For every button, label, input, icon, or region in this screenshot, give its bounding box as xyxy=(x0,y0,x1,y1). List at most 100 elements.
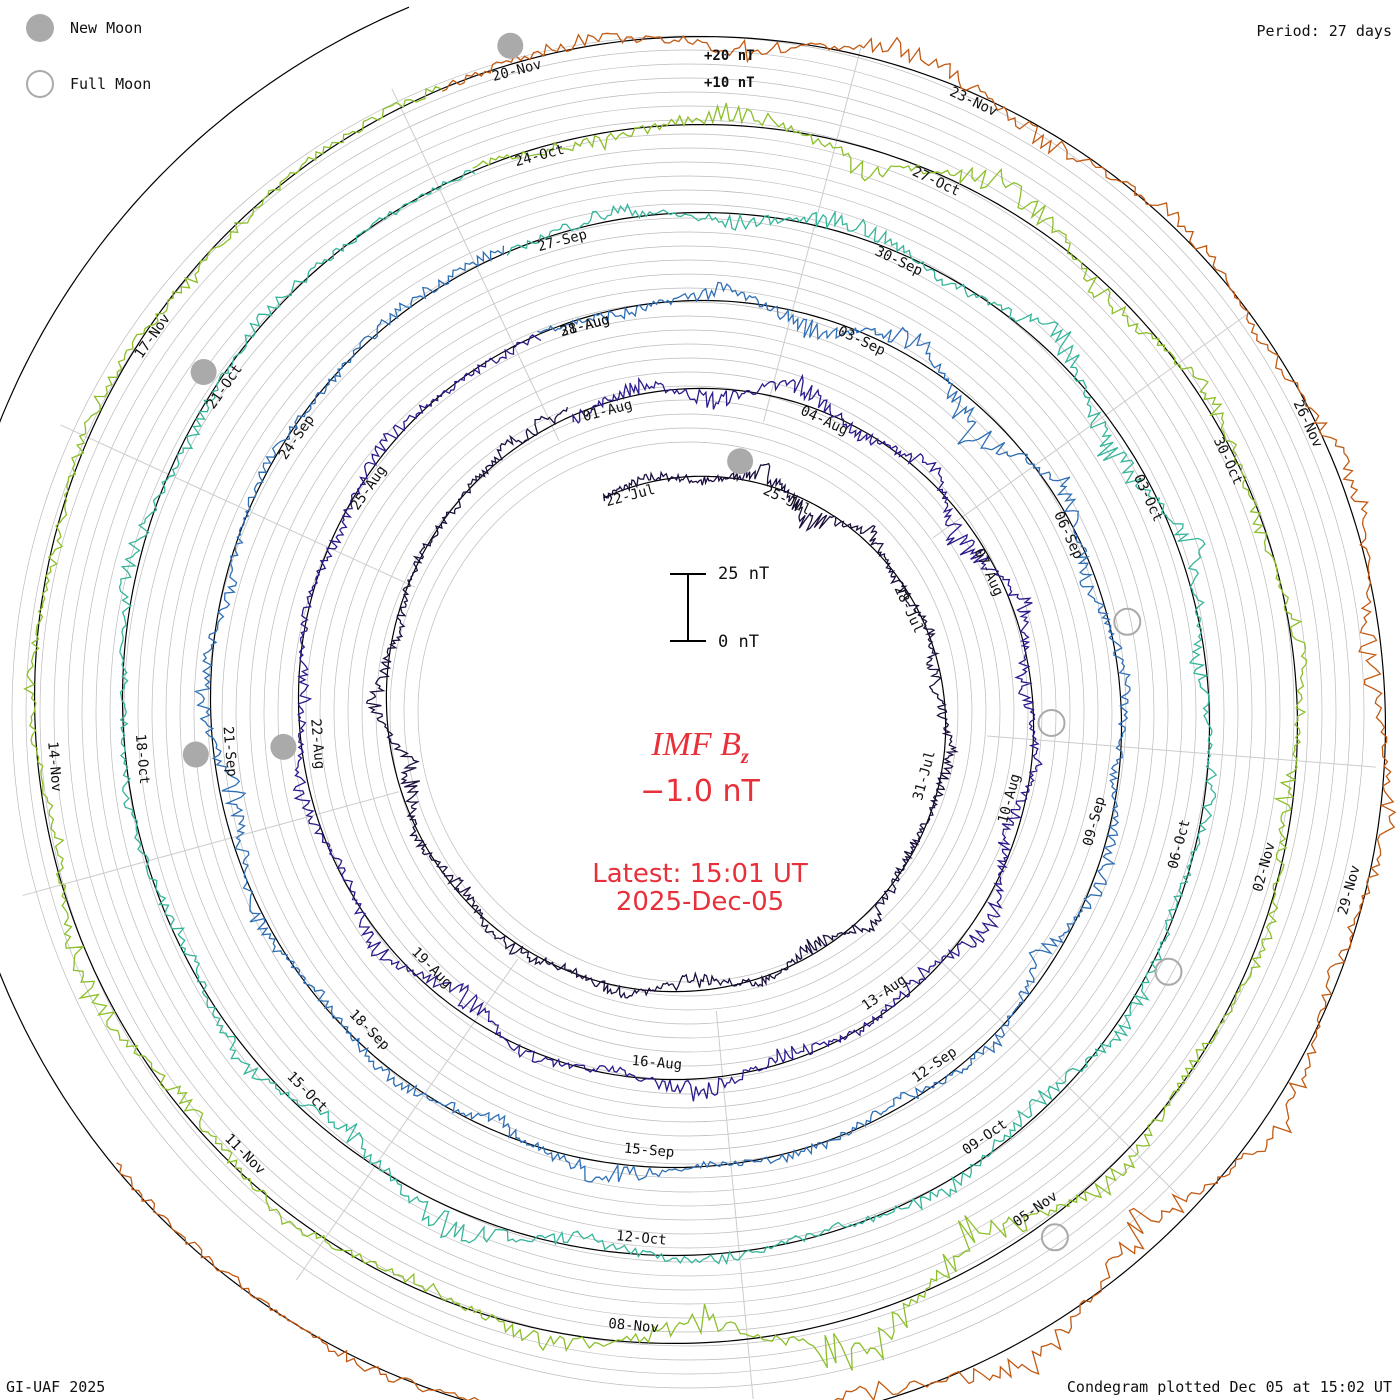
grid-ring xyxy=(179,203,1197,1221)
date-tick-label: 20-Nov xyxy=(490,57,543,85)
period-label: Period: 27 days xyxy=(1256,22,1392,40)
grid-ring xyxy=(53,77,1323,1347)
grid-ring xyxy=(11,35,1365,1389)
date-tick-label: 22-Aug xyxy=(307,718,327,770)
grid-ring xyxy=(389,413,987,1011)
grid-ring xyxy=(109,133,1267,1291)
series-trace xyxy=(23,85,1308,1371)
grid-spoke xyxy=(22,791,399,896)
full-moon-marker xyxy=(1113,607,1142,636)
grid-spoke xyxy=(901,922,1180,1197)
new-moon-marker xyxy=(190,359,217,385)
footer-credit: GI-UAF 2025 xyxy=(6,1378,106,1396)
latest-time: Latest: 15:01 UT xyxy=(592,859,808,889)
full-moon-marker xyxy=(1037,709,1066,737)
date-tick-label: 19-Aug xyxy=(408,944,455,991)
grid-ring xyxy=(235,259,1141,1165)
date-tick-label: 04-Aug xyxy=(798,403,851,439)
full-moon-marker xyxy=(1040,1223,1069,1252)
grid-ring xyxy=(25,49,1351,1375)
date-tick-label: 11-Nov xyxy=(221,1131,268,1178)
series-trace xyxy=(292,334,1043,1102)
grid-ring xyxy=(263,287,1113,1137)
grid-ring xyxy=(165,189,1211,1235)
footer-plotted: Condegram plotted Dec 05 at 15:02 UT xyxy=(1066,1378,1392,1396)
date-tick-label: 12-Oct xyxy=(615,1228,667,1248)
new-moon-marker xyxy=(270,733,297,760)
date-tick-label: 08-Nov xyxy=(608,1316,660,1336)
date-tick-label: 22-Jul xyxy=(604,482,657,510)
legend-new-moon-label: New Moon xyxy=(70,19,143,37)
date-tick-label: 16-Aug xyxy=(631,1053,683,1073)
spiral-baseline xyxy=(0,6,1386,1400)
date-tick-label: 06-Sep xyxy=(1050,509,1086,562)
date-tick-label: 26-Nov xyxy=(1290,398,1326,451)
scale-bar xyxy=(670,573,706,642)
date-tick-label: 03-Sep xyxy=(835,323,888,359)
full-moon-icon xyxy=(26,70,54,98)
date-tick-label: 30-Oct xyxy=(1210,435,1246,488)
grid-ring xyxy=(221,245,1155,1179)
grid-ring xyxy=(137,161,1239,1263)
date-tick-label: 01-Aug xyxy=(581,397,634,425)
grid-ring xyxy=(291,315,1085,1109)
grid-layer xyxy=(0,6,1386,1400)
grid-spoke xyxy=(987,735,1376,768)
series-trace xyxy=(193,245,1131,1184)
date-tick-label: 24-Oct xyxy=(513,142,566,170)
current-value: −1.0 nT xyxy=(640,774,760,809)
date-tick-label: 27-Sep xyxy=(536,227,589,255)
grid-ring xyxy=(347,371,1029,1053)
moon-marker-layer xyxy=(182,32,1183,1252)
latest-date: 2025-Dec-05 xyxy=(615,887,785,917)
date-tick-label: 21-Sep xyxy=(219,726,239,778)
grid-spoke xyxy=(763,44,863,422)
grid-ring xyxy=(375,399,1001,1025)
grid-ring xyxy=(277,301,1099,1123)
date-tick-label: 25-Aug xyxy=(348,463,390,514)
grid-ring xyxy=(361,385,1015,1039)
date-tick-label: 15-Sep xyxy=(623,1141,675,1161)
new-moon-icon xyxy=(26,14,54,42)
series-trace xyxy=(118,169,1218,1266)
scale-bar-top-label: 25 nT xyxy=(718,564,770,584)
grid-ring xyxy=(207,231,1169,1193)
grid-spoke xyxy=(60,424,416,588)
series-trace xyxy=(365,406,959,999)
grid-ring xyxy=(305,329,1071,1095)
date-tick-label: 14-Nov xyxy=(44,741,64,793)
grid-ring xyxy=(123,147,1253,1277)
date-tick-label: 31-Aug xyxy=(558,312,611,340)
ring-scale-label-outer: +20 nT xyxy=(704,48,755,64)
grid-ring xyxy=(403,427,973,997)
date-tick-label: 30-Sep xyxy=(872,244,925,280)
grid-ring xyxy=(249,273,1127,1151)
grid-ring xyxy=(193,217,1183,1207)
date-tick-label: 18-Oct xyxy=(132,733,152,785)
new-moon-marker xyxy=(182,741,209,768)
date-tick-label: 28-Jul xyxy=(891,583,927,636)
date-tick-label: 03-Oct xyxy=(1130,472,1166,525)
date-tick-label: 27-Oct xyxy=(910,164,963,200)
parameter-title: IMF Bz xyxy=(0,726,1400,769)
scale-bar-bottom-label: 0 nT xyxy=(718,632,759,652)
new-moon-marker xyxy=(497,32,524,59)
grid-ring xyxy=(39,63,1337,1361)
grid-ring xyxy=(319,343,1057,1081)
grid-ring xyxy=(333,357,1043,1067)
full-moon-marker xyxy=(1154,957,1183,986)
trace-layer xyxy=(23,32,1397,1400)
grid-ring xyxy=(67,91,1309,1333)
legend-full-moon-label: Full Moon xyxy=(70,75,152,93)
date-tick-label: 09-Oct xyxy=(960,1116,1011,1158)
parameter-subscript: z xyxy=(740,745,749,768)
date-tick-label: 25-Jul xyxy=(761,483,814,519)
grid-ring xyxy=(95,119,1281,1305)
grid-ring xyxy=(81,105,1295,1319)
grid-ring xyxy=(151,175,1225,1249)
date-tick-label: 18-Sep xyxy=(346,1007,393,1054)
ring-scale-label-inner: +10 nT xyxy=(704,75,755,91)
legend-new-moon: New Moon xyxy=(26,14,142,42)
